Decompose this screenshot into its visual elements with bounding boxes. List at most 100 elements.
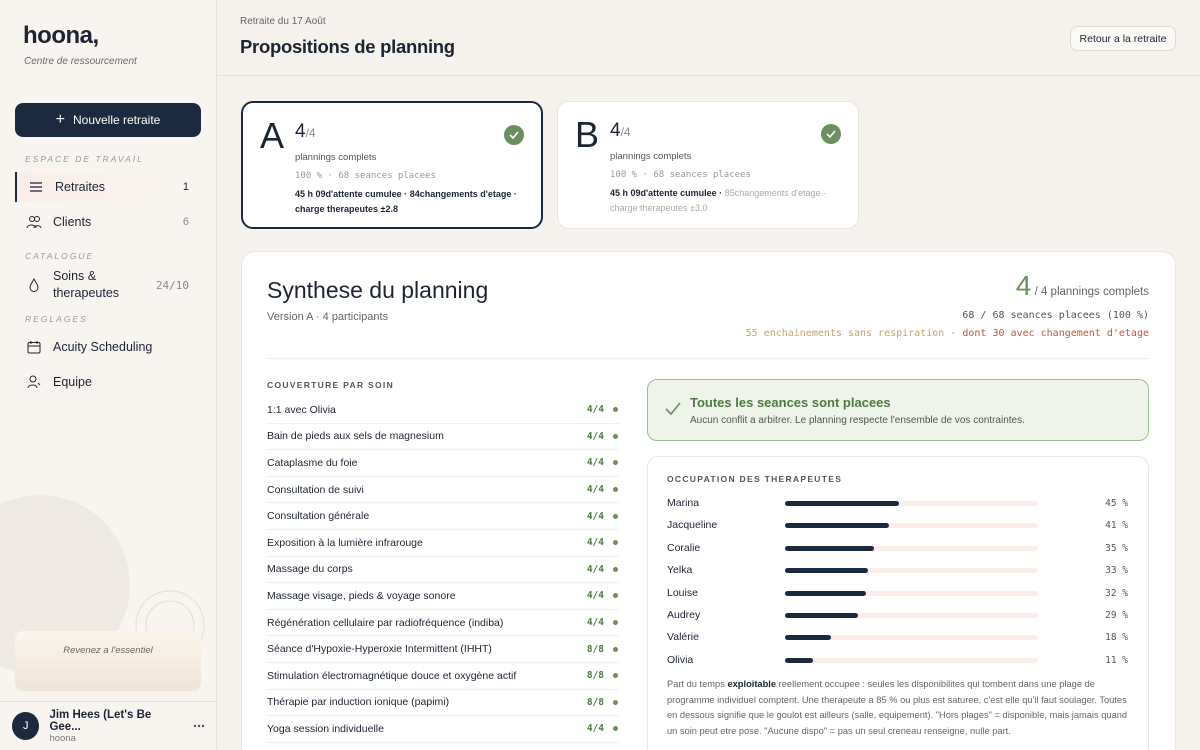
- synthesis-subtitle: Version A · 4 participants: [267, 311, 389, 323]
- coverage-row: 1:1 avec Olivia 4/4: [267, 397, 620, 424]
- care-name: Stimulation électromagnétique douce et o…: [267, 669, 517, 682]
- check-badge: [821, 124, 841, 144]
- option-label: plannings complets: [610, 151, 692, 162]
- logo[interactable]: hoona,: [23, 22, 99, 49]
- therapist-name: Valérie: [667, 631, 699, 644]
- status-dot: [613, 407, 618, 413]
- coverage-row: Régénération cellulaire par radiofréquen…: [267, 610, 620, 637]
- nav-item[interactable]: Equipe: [15, 367, 201, 397]
- status-dot: [613, 566, 618, 572]
- status-dot: [613, 540, 618, 546]
- care-name: Yoga session individuelle: [267, 722, 384, 735]
- therapist-value: 32 %: [1105, 587, 1128, 599]
- score: 4 / 4 plannings complets: [1016, 270, 1149, 302]
- check-icon: [665, 402, 681, 416]
- user-org: hoona: [49, 732, 76, 744]
- therapist-value: 35 %: [1105, 542, 1128, 554]
- section-label: CATALOGUE: [25, 251, 95, 261]
- coverage-row: Massage visage, pieds & voyage sonore 4/4: [267, 583, 620, 610]
- therapist-value: 18 %: [1105, 632, 1128, 644]
- option-stats: 45 h 09d'attente cumulee · 85changements…: [610, 186, 845, 216]
- bar-track: [785, 501, 1038, 506]
- score-value: 4: [1015, 270, 1032, 301]
- synthesis-title: Synthese du planning: [267, 277, 489, 303]
- therapist-name: Audrey: [667, 609, 701, 621]
- warning-text: 55 enchainements sans respiration ·: [745, 328, 957, 339]
- promo-card: Revenez a l'essentiel: [15, 631, 201, 691]
- user-profile[interactable]: J Jim Hees (Let's Be Gee... hoona: [0, 701, 217, 750]
- option-card[interactable]: B 4/4 plannings complets 100 % · 68 seances…: [557, 101, 859, 229]
- sidebar: hoona, Centre de ressourcement + Nouvelle…: [0, 0, 217, 750]
- bar-track: [785, 523, 1038, 529]
- option-stat: 45 h 09d'attente cumulee ·: [295, 189, 408, 199]
- breadcrumb[interactable]: Retraite du 17 Août: [240, 16, 326, 27]
- nav-item[interactable]: Soins & therapeutes 24/10: [15, 267, 201, 303]
- therapist-value: 45 %: [1105, 498, 1128, 509]
- therapist-value: 29 %: [1105, 610, 1128, 621]
- more-icon[interactable]: [193, 724, 205, 728]
- alert-title: Toutes les seances sont placees: [690, 395, 891, 410]
- warning-strong: dont 30 avec changement d'etage: [962, 328, 1149, 339]
- option-stat: 84changements d'etage ·: [409, 189, 517, 199]
- bar-track: [785, 613, 1038, 618]
- care-name: Thérapie par induction ionique (papimi): [267, 696, 450, 709]
- option-card[interactable]: A 4/4 plannings complets 100 % · 68 seances…: [241, 101, 543, 229]
- bar: [785, 545, 874, 551]
- note-text: reellement occupee : seules les disponib…: [667, 679, 1128, 736]
- care-name: Massage visage, pieds & voyage sonore: [267, 589, 456, 602]
- option-score: 4/4: [610, 120, 631, 142]
- care-name: Exposition à la lumière infrarouge: [267, 536, 423, 549]
- bar: [785, 568, 869, 574]
- occupation-title: OCCUPATION DES THERAPEUTES: [667, 474, 843, 484]
- nav-count: 24/10: [155, 278, 189, 292]
- therapist-value: 11 %: [1105, 654, 1128, 666]
- care-name: 1:1 avec Olivia: [267, 403, 336, 416]
- status-dot: [613, 460, 618, 466]
- score-total: /4: [620, 125, 631, 139]
- note-text: Part du temps: [667, 679, 725, 689]
- bar-track: [785, 568, 1038, 574]
- care-coverage: 4/4: [586, 510, 604, 522]
- success-alert: Toutes les seances sont placees Aucun co…: [647, 379, 1149, 441]
- status-dot: [613, 433, 618, 439]
- nav-item[interactable]: Clients 6: [15, 207, 201, 237]
- nav-item[interactable]: Retraites 1: [15, 172, 201, 202]
- divider: [217, 75, 1200, 76]
- synthesis-panel: [241, 251, 1176, 750]
- nav-item[interactable]: Acuity Scheduling: [15, 332, 201, 362]
- option-stats: 45 h 09d'attente cumulee · 84changements…: [295, 187, 530, 217]
- option-sessions: 100 % · 68 seances placees: [295, 171, 436, 181]
- new-retreat-button[interactable]: + Nouvelle retraite: [15, 103, 201, 137]
- sessions: 68 / 68 seances placees (100 %): [962, 310, 1149, 321]
- care-coverage: 4/4: [586, 484, 604, 496]
- care-coverage: 4/4: [586, 617, 604, 629]
- nav-label: Equipe: [53, 375, 92, 389]
- bar-track: [785, 635, 1038, 641]
- coverage-row: Stimulation électromagnétique douce et o…: [267, 663, 620, 690]
- therapist-name: Jacqueline: [667, 519, 718, 532]
- user-name: Jim Hees (Let's Be Gee...: [49, 708, 152, 733]
- option-stat: charge therapeutes ±3.0: [610, 203, 708, 213]
- back-button[interactable]: Retour a la retraite: [1070, 26, 1176, 51]
- care-coverage: 8/8: [586, 643, 604, 655]
- option-stat: 85changements d'etage ·: [724, 188, 826, 198]
- care-coverage: 4/4: [586, 723, 604, 735]
- bar: [785, 501, 899, 506]
- status-dot: [613, 646, 618, 652]
- therapist-value: 41 %: [1105, 520, 1128, 532]
- therapist-name: Olivia: [667, 653, 694, 666]
- status-dot: [613, 513, 618, 519]
- page-title: Propositions de planning: [240, 36, 455, 57]
- care-name: Régénération cellulaire par radiofréquen…: [267, 616, 504, 629]
- therapist-name: Coralie: [667, 541, 701, 554]
- care-coverage: 4/4: [586, 404, 604, 416]
- coverage-row: Séance d'Hypoxie-Hyperoxie Intermittent …: [267, 636, 620, 663]
- coverage-row: Consultation générale 4/4: [267, 503, 620, 530]
- status-dot: [613, 620, 618, 626]
- care-coverage: 4/4: [586, 590, 604, 602]
- section-label: REGLAGES: [25, 314, 88, 324]
- bar: [785, 523, 889, 529]
- care-name: Consultation de suivi: [267, 483, 364, 496]
- coverage-row: Exposition à la lumière infrarouge 4/4: [267, 530, 620, 557]
